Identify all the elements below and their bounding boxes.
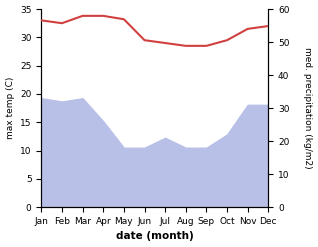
X-axis label: date (month): date (month)	[116, 231, 194, 242]
Y-axis label: max temp (C): max temp (C)	[5, 77, 15, 139]
Y-axis label: med. precipitation (kg/m2): med. precipitation (kg/m2)	[303, 47, 313, 169]
